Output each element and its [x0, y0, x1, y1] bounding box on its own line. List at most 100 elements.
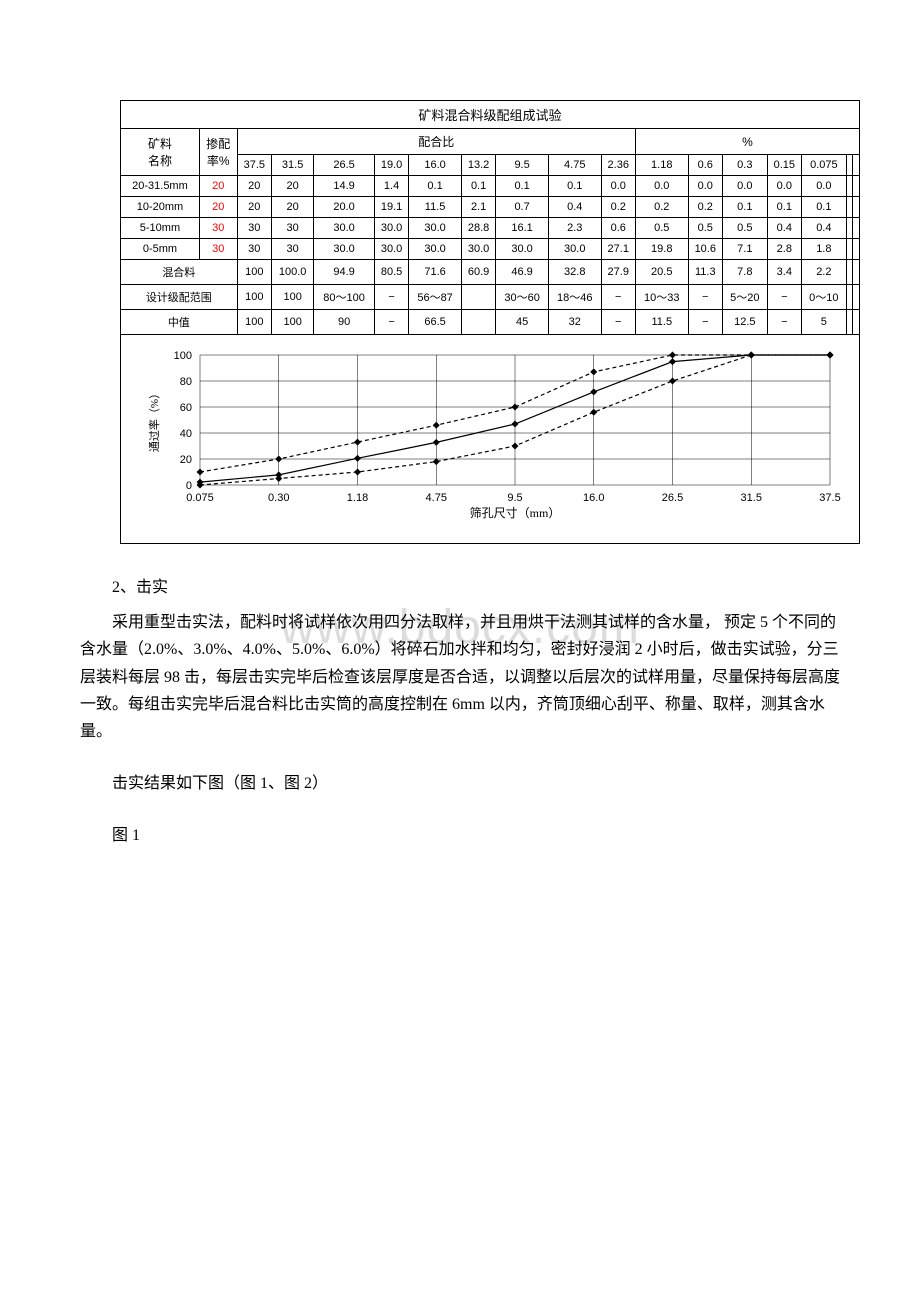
cell: −: [374, 310, 408, 335]
cell: 7.1: [722, 239, 767, 260]
cell: 30～60: [496, 285, 549, 310]
svg-text:4.75: 4.75: [426, 492, 447, 504]
col-material-name: 矿料名称: [121, 129, 200, 176]
cell: 20.5: [635, 260, 688, 285]
row-name: 20-31.5mm: [121, 176, 200, 197]
cell: −: [601, 285, 635, 310]
cell: 60.9: [461, 260, 495, 285]
row-rate: 100: [237, 310, 271, 335]
cell: −: [601, 310, 635, 335]
svg-text:筛孔尺寸（mm）: 筛孔尺寸（mm）: [470, 505, 561, 520]
cell: 20: [237, 176, 271, 197]
cell: 100.0: [271, 260, 313, 285]
cell: 30.0: [314, 218, 375, 239]
sieve-col: 19.0: [374, 155, 408, 176]
sieve-col: 0.3: [722, 155, 767, 176]
svg-text:9.5: 9.5: [507, 492, 522, 504]
cell: 20: [237, 197, 271, 218]
cell: 2.2: [802, 260, 847, 285]
cell: 30: [237, 239, 271, 260]
sieve-col: 37.5: [237, 155, 271, 176]
cell: 32: [548, 310, 601, 335]
cell: 0.5: [635, 218, 688, 239]
section-2-heading: 2、击实: [80, 574, 840, 601]
cell: [461, 310, 495, 335]
sieve-col: 0.15: [767, 155, 801, 176]
cell: 0.1: [548, 176, 601, 197]
sieve-col: 31.5: [271, 155, 313, 176]
svg-text:100: 100: [174, 350, 192, 362]
row-rate: 30: [199, 239, 237, 260]
cell: 0.4: [767, 218, 801, 239]
cell: [853, 310, 860, 335]
cell: 0.1: [802, 197, 847, 218]
cell: [853, 285, 860, 310]
cell: 0.1: [496, 176, 549, 197]
cell: [853, 176, 860, 197]
row-rate: 100: [237, 285, 271, 310]
sieve-col: 2.36: [601, 155, 635, 176]
cell: 94.9: [314, 260, 375, 285]
cell: 0.0: [802, 176, 847, 197]
table-row: 0-5mm30303030.030.030.030.030.030.027.11…: [121, 239, 860, 260]
paragraph-2: 击实结果如下图（图 1、图 2）: [80, 770, 840, 797]
cell: [461, 285, 495, 310]
cell: 71.6: [409, 260, 462, 285]
cell: 2.8: [767, 239, 801, 260]
cell: 80～100: [314, 285, 375, 310]
cell: 20.0: [314, 197, 375, 218]
sieve-col: 26.5: [314, 155, 375, 176]
svg-text:通过率（%）: 通过率（%）: [147, 388, 161, 452]
sieve-col: 13.2: [461, 155, 495, 176]
sieve-col: 16.0: [409, 155, 462, 176]
row-rate: 100: [237, 260, 271, 285]
row-name: 中值: [121, 310, 238, 335]
row-rate: 30: [199, 218, 237, 239]
row-name: 5-10mm: [121, 218, 200, 239]
cell: 20: [271, 176, 313, 197]
cell: 7.8: [722, 260, 767, 285]
cell: 14.9: [314, 176, 375, 197]
cell: 0.1: [461, 176, 495, 197]
cell: 32.8: [548, 260, 601, 285]
gradation-chart-cell: 0204060801000.0750.301.184.759.516.026.5…: [121, 335, 860, 544]
sieve-col: 9.5: [496, 155, 549, 176]
svg-text:16.0: 16.0: [583, 492, 604, 504]
cell: 100: [271, 310, 313, 335]
cell: 56～87: [409, 285, 462, 310]
cell: 46.9: [496, 260, 549, 285]
gradation-table: 矿料混合料级配组成试验 矿料名称 掺配率% 配合比 % 37.531.526.5…: [120, 100, 860, 544]
svg-text:1.18: 1.18: [347, 492, 368, 504]
cell: [853, 260, 860, 285]
cell: 0.4: [802, 218, 847, 239]
cell: [853, 218, 860, 239]
cell: 0～10: [802, 285, 847, 310]
cell: 2.1: [461, 197, 495, 218]
row-name: 设计级配范围: [121, 285, 238, 310]
cell: −: [374, 285, 408, 310]
svg-text:80: 80: [180, 376, 192, 388]
cell: 0.5: [688, 218, 722, 239]
cell: 30: [271, 218, 313, 239]
sieve-col: 4.75: [548, 155, 601, 176]
table-row: 设计级配范围10010080～100−56～8730～6018～46−10～33…: [121, 285, 860, 310]
cell: 11.5: [635, 310, 688, 335]
cell: 0.7: [496, 197, 549, 218]
cell: 16.1: [496, 218, 549, 239]
svg-text:37.5: 37.5: [819, 492, 840, 504]
col-percent: %: [635, 129, 859, 155]
cell: [853, 239, 860, 260]
cell: 100: [271, 285, 313, 310]
cell: 0.2: [635, 197, 688, 218]
col-blend-rate: 掺配率%: [199, 129, 237, 176]
row-rate: 20: [199, 176, 237, 197]
cell: 0.0: [635, 176, 688, 197]
cell: 66.5: [409, 310, 462, 335]
cell: 27.1: [601, 239, 635, 260]
cell: 20: [271, 197, 313, 218]
cell: −: [767, 285, 801, 310]
cell: 0.1: [722, 197, 767, 218]
svg-text:26.5: 26.5: [662, 492, 683, 504]
gradation-chart: 0204060801000.0750.301.184.759.516.026.5…: [126, 345, 854, 525]
sieve-col: [853, 155, 860, 176]
